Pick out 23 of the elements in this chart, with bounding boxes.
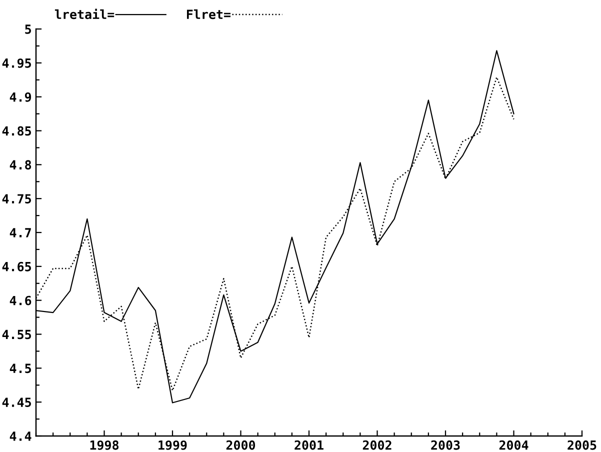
x-tick-label: 2005 — [568, 440, 596, 450]
y-tick-label: 4.5 — [10, 364, 31, 374]
y-tick-label: 5 — [25, 24, 31, 34]
y-tick-label: 4.45 — [2, 398, 31, 408]
legend-label: lretail= — [54, 8, 114, 20]
x-tick-label: 1998 — [90, 440, 119, 450]
x-tick-label: 2000 — [226, 440, 256, 450]
y-tick-label: 4.75 — [2, 194, 31, 204]
y-tick-label: 4.6 — [10, 296, 32, 306]
y-tick-label: 4.4 — [10, 432, 32, 441]
y-tick-label: 4.85 — [2, 126, 31, 136]
y-tick-label: 4.7 — [10, 228, 31, 238]
x-tick-label: 2003 — [431, 440, 460, 450]
x-tick-label: 1999 — [158, 440, 187, 450]
y-tick-label: 4.8 — [10, 160, 32, 170]
y-tick-label: 4.65 — [2, 262, 31, 272]
x-tick-label: 2001 — [294, 440, 324, 450]
y-tick-label: 4.9 — [10, 92, 32, 102]
y-tick-label: 4.55 — [2, 330, 31, 340]
legend-label: Flret= — [186, 9, 230, 20]
x-tick-label: 2002 — [362, 440, 392, 450]
x-tick-label: 2004 — [499, 440, 528, 450]
y-tick-label: 4.95 — [2, 58, 31, 68]
